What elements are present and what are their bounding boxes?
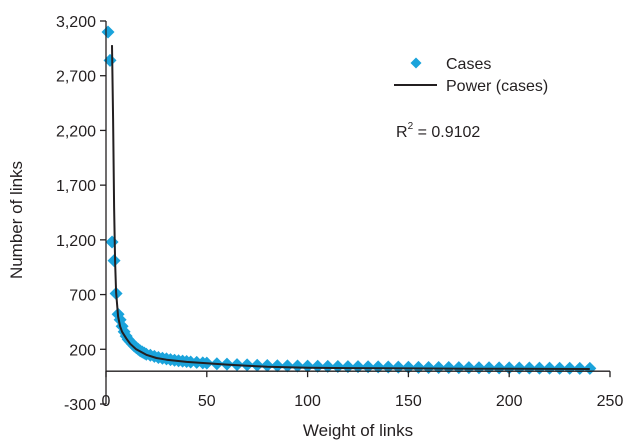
y-ticks: -300 200 700 1,200 1,700 2,200 2,700 3,200 <box>56 14 106 414</box>
y-axis-title: Number of links <box>7 161 26 279</box>
legend-marker-cases <box>410 57 422 69</box>
y-tick-label: 1,700 <box>56 178 96 195</box>
data-point <box>321 359 335 373</box>
r-squared-r: R <box>396 124 408 141</box>
data-point <box>107 254 121 268</box>
x-tick-label: 50 <box>198 393 216 410</box>
x-tick-label: 200 <box>496 393 523 410</box>
y-tick-label: 200 <box>69 342 96 359</box>
data-point <box>260 358 274 372</box>
data-point <box>291 359 305 373</box>
data-point <box>391 360 405 374</box>
y-tick-label: -300 <box>64 397 96 414</box>
data-point <box>270 359 284 373</box>
data-point <box>101 25 115 39</box>
data-point <box>331 359 345 373</box>
data-point <box>401 360 415 374</box>
y-tick-label: 1,200 <box>56 233 96 250</box>
trend-line <box>111 45 590 370</box>
data-point <box>311 359 325 373</box>
r-squared-superscript: 2 <box>408 121 414 132</box>
data-point <box>103 53 117 67</box>
legend-label-power: Power (cases) <box>446 78 548 95</box>
data-point <box>381 360 395 374</box>
x-axis-title: Weight of links <box>303 421 413 440</box>
y-tick-label: 700 <box>69 288 96 305</box>
x-tick-label: 150 <box>395 393 422 410</box>
data-point <box>371 360 385 374</box>
legend: Cases Power (cases) <box>394 56 548 95</box>
y-tick-label: 3,200 <box>56 14 96 31</box>
r-squared-value: = 0.9102 <box>413 124 480 141</box>
data-point <box>361 360 375 374</box>
legend-label-cases: Cases <box>446 56 491 73</box>
x-ticks: 0 50 100 150 200 250 <box>102 371 624 410</box>
x-tick-label: 250 <box>597 393 624 410</box>
data-point <box>280 359 294 373</box>
y-tick-label: 2,700 <box>56 69 96 86</box>
data-point <box>301 359 315 373</box>
data-point <box>341 360 355 374</box>
plot-area <box>101 25 597 375</box>
y-tick-label: 2,200 <box>56 123 96 140</box>
x-tick-label: 0 <box>102 393 111 410</box>
data-point <box>351 360 365 374</box>
r-squared-annotation: R2 = 0.9102 <box>396 121 480 141</box>
data-point <box>105 235 119 249</box>
x-tick-label: 100 <box>294 393 321 410</box>
trend-layer <box>111 45 590 370</box>
